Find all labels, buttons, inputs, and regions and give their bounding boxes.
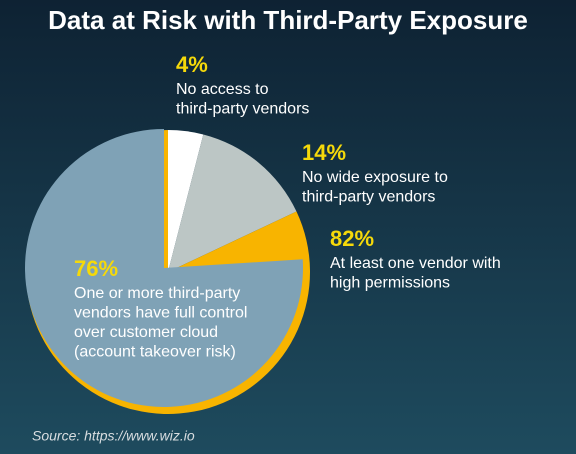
slice-description: (account takeover risk) bbox=[74, 344, 236, 361]
slice-description: One or more third-party bbox=[74, 285, 240, 302]
value-label: 4% bbox=[176, 52, 208, 77]
pie-slice bbox=[168, 130, 204, 272]
chart-title: Data at Risk with Third-Party Exposure bbox=[48, 5, 528, 35]
value-label: 76% bbox=[74, 256, 118, 281]
slice-description: No access to bbox=[176, 81, 269, 98]
source: Source: https://www.wiz.io bbox=[32, 428, 195, 444]
pie-slice-subset bbox=[24, 129, 303, 407]
value-label: 14% bbox=[302, 140, 346, 165]
pie-slice bbox=[168, 134, 297, 272]
slice-description: over customer cloud bbox=[74, 324, 218, 341]
slice-description: No wide exposure to bbox=[302, 169, 448, 186]
value-label: 82% bbox=[330, 226, 374, 251]
slice-description: third-party vendors bbox=[302, 189, 435, 206]
slice-description: third-party vendors bbox=[176, 101, 309, 118]
slice-description: vendors have full control bbox=[74, 305, 247, 322]
slice-description: At least one vendor with bbox=[330, 255, 501, 272]
slice-description: high permissions bbox=[330, 275, 450, 292]
